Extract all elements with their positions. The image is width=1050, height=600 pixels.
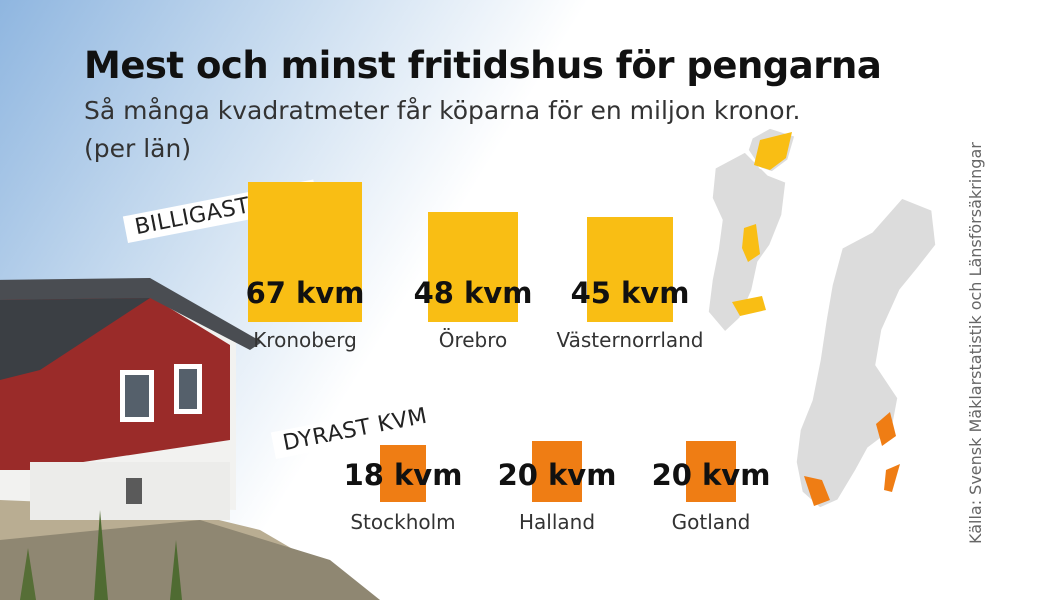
bar-halland [532,441,582,502]
bar-örebro [427,211,519,322]
category-label: Halland [518,510,596,534]
value-label: 20 kvm [651,458,771,492]
chart-subtitle-per-lan: (per län) [84,134,192,163]
map-region-vasternorrland [754,132,792,170]
category-label: Västernorrland [556,328,704,352]
bar-kronoberg [247,182,363,322]
house-roof [0,278,262,350]
map-region-gotland [884,464,900,492]
value-label: 48 kvm [413,276,533,310]
bar-gotland [686,441,736,502]
bar-västernorrland [586,216,674,322]
category-label: Gotland [671,510,751,534]
map-region-orebro [742,224,760,262]
value-label: 67 kvm [245,276,365,310]
sweden-map [707,127,937,509]
house-photo [0,278,380,600]
chart-subtitle: Så många kvadratmeter får köparna för en… [84,96,801,125]
value-label: 18 kvm [343,458,463,492]
bar-stockholm [379,445,427,502]
category-label: Örebro [438,328,508,352]
value-label: 45 kvm [570,276,690,310]
map-region-kronoberg [732,296,766,316]
chart-title: Mest och minst fritidshus för pengarna [84,44,882,87]
map-sweden-south [795,197,937,509]
category-label: Stockholm [350,510,456,534]
map-region-stockholm [876,412,896,446]
map-region-halland [804,476,830,506]
value-label: 20 kvm [497,458,617,492]
category-label: Kronoberg [253,328,357,352]
source-note: Källa: Svensk Mäklarstatistik och Länsfö… [966,142,985,544]
